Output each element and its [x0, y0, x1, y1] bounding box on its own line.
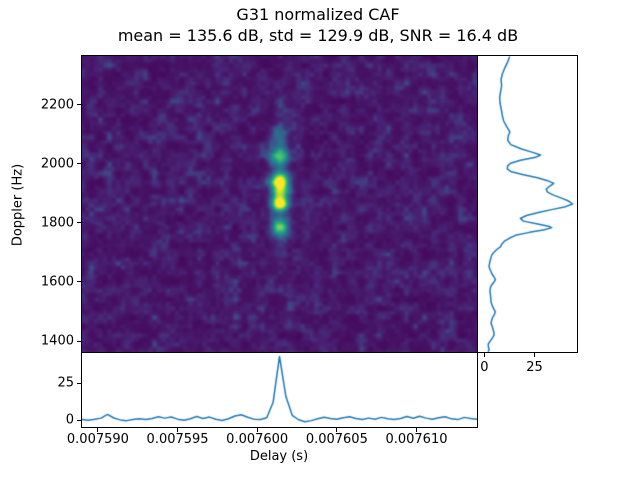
delay-profile-ytick-label: 25 [57, 375, 74, 391]
delay-profile-ytick-label: 0 [65, 412, 74, 428]
doppler-profile-xtick-label: 25 [526, 360, 543, 375]
doppler-profile-panel [477, 55, 578, 353]
delay-profile-line [82, 353, 477, 427]
doppler-tick-label: 2000 [40, 156, 74, 172]
doppler-profile-line [478, 56, 577, 352]
delay-tick-mark [256, 428, 258, 432]
delay-tick-mark [97, 428, 99, 432]
delay-axis-label: Delay (s) [249, 449, 309, 464]
doppler-tick-mark [77, 222, 81, 224]
doppler-tick-mark [77, 104, 81, 106]
doppler-tick-label: 1600 [40, 274, 74, 290]
doppler-axis-label: Doppler (Hz) [10, 163, 26, 247]
caf-heatmap [82, 56, 477, 352]
delay-tick-label: 0.007590 [66, 432, 129, 447]
doppler-profile-xtick-mark [483, 353, 485, 357]
doppler-tick-label: 1400 [40, 333, 74, 349]
doppler-tick-label: 2200 [40, 97, 74, 113]
doppler-tick-mark [77, 163, 81, 165]
doppler-profile-xtick-mark [534, 353, 535, 357]
figure-title: G31 normalized CAF [236, 5, 400, 24]
doppler-tick-mark [77, 340, 81, 342]
delay-profile-ytick-mark [77, 382, 81, 384]
doppler-profile-xtick-label: 0 [480, 360, 489, 375]
doppler-tick-mark [77, 281, 81, 283]
delay-profile-ytick-mark [77, 419, 81, 421]
delay-tick-mark [415, 428, 417, 432]
delay-tick-label: 0.007595 [146, 432, 209, 447]
delay-tick-label: 0.007610 [385, 432, 448, 447]
doppler-tick-label: 1800 [40, 215, 74, 231]
delay-tick-label: 0.007600 [226, 432, 289, 447]
delay-tick-label: 0.007605 [305, 432, 368, 447]
delay-tick-mark [177, 428, 179, 432]
figure-subtitle: mean = 135.6 dB, std = 129.9 dB, SNR = 1… [117, 26, 519, 45]
delay-tick-mark [336, 428, 338, 432]
delay-profile-panel [81, 352, 478, 428]
caf-heatmap-panel [81, 55, 478, 353]
